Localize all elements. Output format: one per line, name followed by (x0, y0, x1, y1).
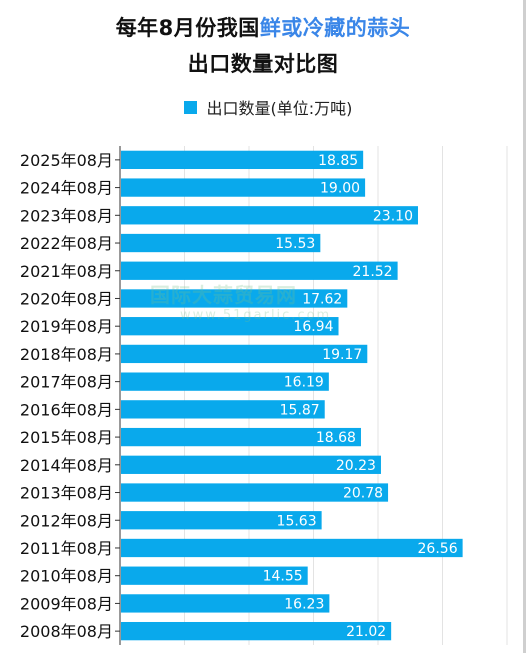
category-label: 2008年08月 (20, 622, 113, 641)
bar (121, 511, 322, 530)
value-label: 19.00 (320, 181, 360, 197)
value-label: 21.52 (353, 264, 393, 280)
chart-title-line2: 出口数量对比图 (187, 52, 339, 76)
category-label: 2010年08月 (20, 567, 113, 586)
bar (121, 372, 329, 391)
value-label: 15.87 (280, 402, 320, 418)
bar (121, 233, 321, 253)
legend-swatch (183, 100, 197, 114)
bar (121, 538, 463, 558)
value-label: 16.23 (284, 596, 324, 612)
chart-title-prefix: 每年8月份我国 (115, 16, 260, 40)
bar (121, 317, 339, 336)
category-label: 2009年08月 (20, 594, 113, 613)
bar (121, 455, 381, 474)
category-label: 2024年08月 (20, 179, 113, 198)
value-label: 23.10 (373, 208, 413, 224)
category-label: 2016年08月 (20, 400, 113, 419)
category-label: 2013年08月 (20, 484, 113, 503)
value-label: 20.78 (343, 486, 383, 502)
bar (121, 206, 418, 225)
value-label: 18.68 (316, 430, 356, 446)
category-label: 2014年08月 (20, 456, 113, 475)
value-label: 14.55 (263, 569, 303, 585)
value-label: 19.17 (322, 347, 362, 363)
value-label: 15.53 (275, 236, 315, 252)
legend: 出口数量(单位:万吨) (0, 95, 526, 119)
value-label: 16.94 (293, 319, 333, 335)
legend-label: 出口数量(单位:万吨) (206, 99, 353, 118)
right-edge-line (523, 0, 526, 653)
bar (121, 566, 308, 585)
category-label: 2021年08月 (20, 262, 113, 281)
category-label: 2020年08月 (20, 289, 113, 308)
bar (121, 594, 330, 613)
category-label: 2017年08月 (20, 373, 113, 392)
category-label: 2019年08月 (20, 317, 113, 336)
category-label: 2015年08月 (20, 428, 113, 447)
bar (121, 621, 392, 641)
bar (121, 400, 325, 419)
category-label: 2025年08月 (20, 151, 113, 170)
chart-title-highlight: 鲜或冷藏的蒜头 (259, 16, 411, 40)
bar (121, 483, 389, 502)
bar (121, 150, 364, 170)
bar (121, 178, 366, 197)
value-label: 21.02 (346, 624, 386, 640)
value-label: 26.56 (418, 541, 458, 557)
category-label: 2012年08月 (20, 511, 113, 530)
chart-title-line1: 每年8月份我国鲜或冷藏的蒜头 (0, 15, 526, 41)
bar (121, 289, 348, 308)
category-label: 2022年08月 (20, 234, 113, 253)
value-label: 18.85 (318, 153, 358, 169)
bar (121, 261, 398, 280)
category-label: 2018年08月 (20, 345, 113, 364)
bar (121, 427, 361, 447)
value-label: 17.62 (302, 291, 342, 307)
category-label: 2023年08月 (20, 206, 113, 225)
value-label: 20.23 (336, 458, 376, 474)
category-label: 2011年08月 (20, 539, 113, 558)
value-label: 15.63 (277, 513, 317, 529)
bar (121, 344, 368, 364)
value-label: 16.19 (284, 375, 324, 391)
